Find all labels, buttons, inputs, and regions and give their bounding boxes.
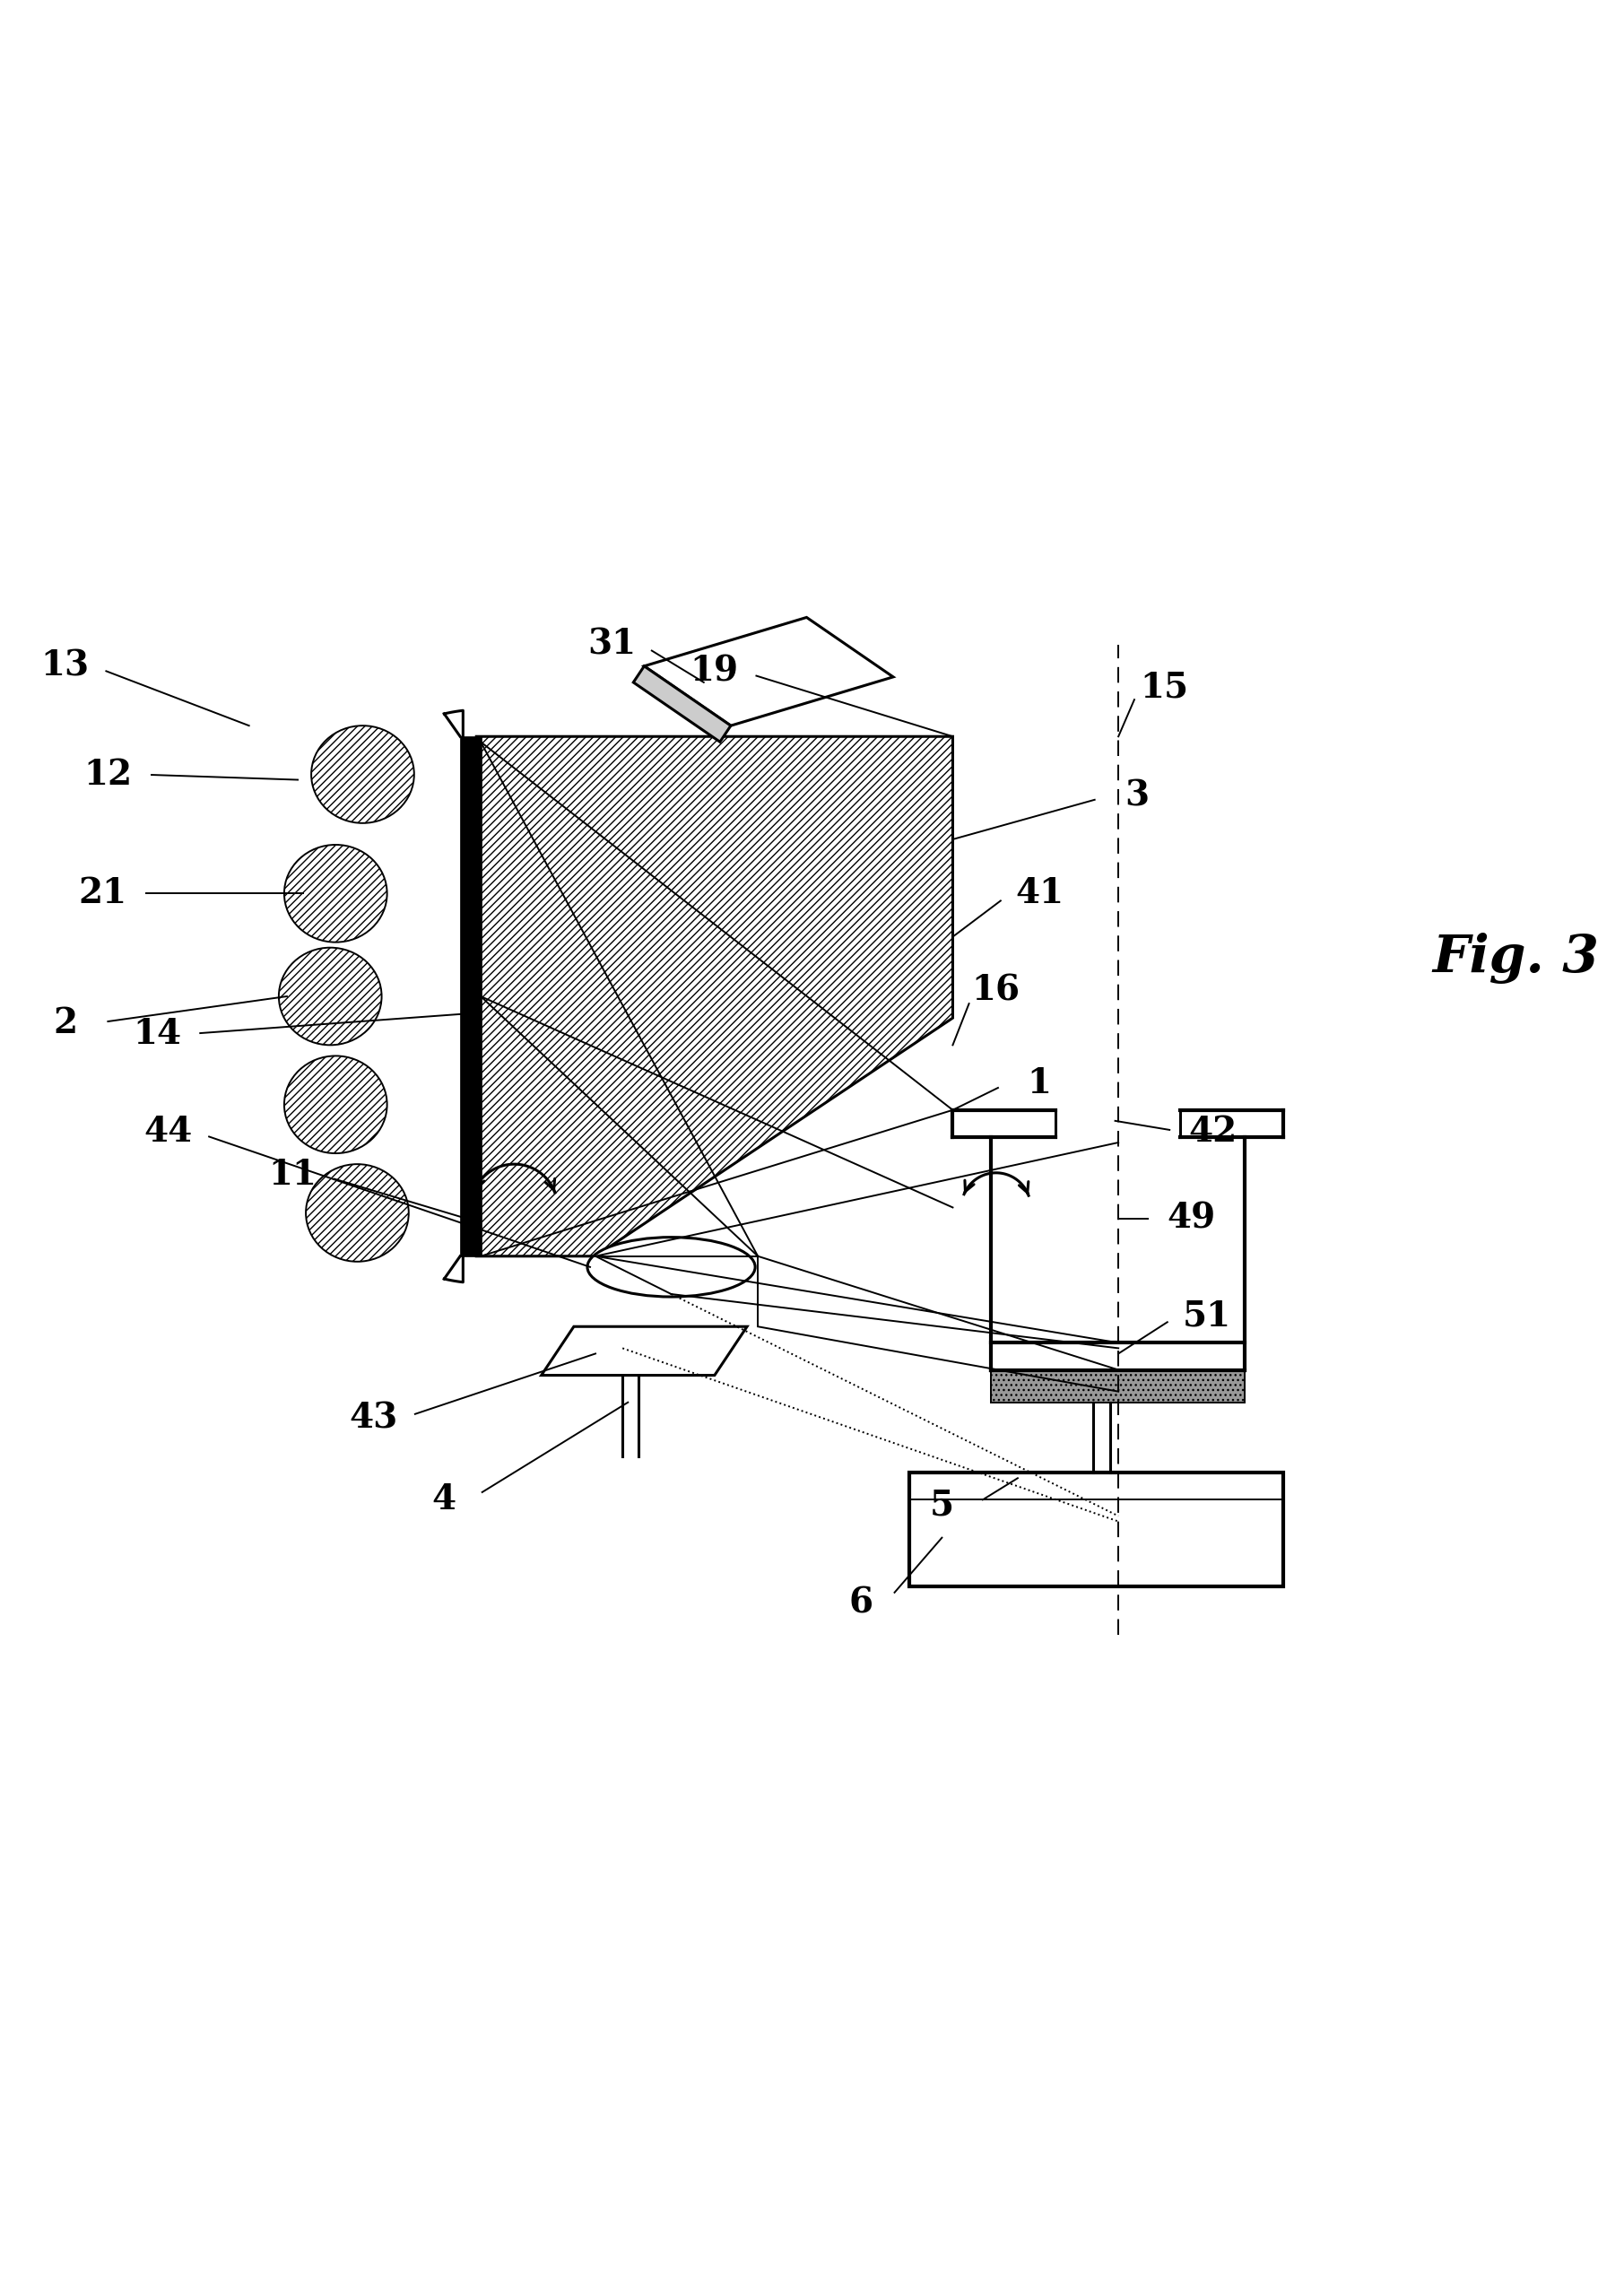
- Polygon shape: [460, 736, 482, 1257]
- Ellipse shape: [284, 845, 387, 941]
- Text: 41: 41: [1015, 877, 1064, 909]
- Ellipse shape: [305, 1163, 409, 1261]
- Text: 15: 15: [1140, 672, 1189, 704]
- Ellipse shape: [279, 948, 382, 1044]
- Ellipse shape: [312, 727, 414, 823]
- Polygon shape: [541, 1328, 747, 1376]
- Polygon shape: [991, 1371, 1246, 1403]
- Text: 6: 6: [849, 1586, 872, 1620]
- Polygon shape: [633, 667, 731, 743]
- Text: 43: 43: [349, 1401, 398, 1435]
- Text: 12: 12: [84, 756, 133, 791]
- Ellipse shape: [588, 1236, 755, 1298]
- Text: 2: 2: [54, 1005, 76, 1040]
- Ellipse shape: [284, 1056, 387, 1154]
- Text: 51: 51: [1182, 1298, 1231, 1332]
- Text: 42: 42: [1189, 1115, 1237, 1149]
- Text: 19: 19: [690, 654, 739, 688]
- Text: 3: 3: [1125, 779, 1148, 813]
- Text: Fig. 3: Fig. 3: [1432, 932, 1600, 985]
- Polygon shape: [645, 617, 893, 727]
- Text: 14: 14: [133, 1017, 182, 1051]
- Polygon shape: [476, 736, 953, 1257]
- Text: 21: 21: [78, 877, 127, 909]
- Text: 13: 13: [41, 649, 89, 683]
- Text: 4: 4: [432, 1483, 456, 1517]
- Text: 5: 5: [931, 1488, 953, 1522]
- Text: 1: 1: [1028, 1065, 1051, 1099]
- Text: 31: 31: [588, 628, 637, 660]
- Polygon shape: [909, 1474, 1283, 1586]
- Text: 44: 44: [143, 1115, 192, 1149]
- Text: 11: 11: [268, 1158, 317, 1193]
- Text: 16: 16: [971, 973, 1020, 1008]
- Text: 49: 49: [1166, 1202, 1215, 1236]
